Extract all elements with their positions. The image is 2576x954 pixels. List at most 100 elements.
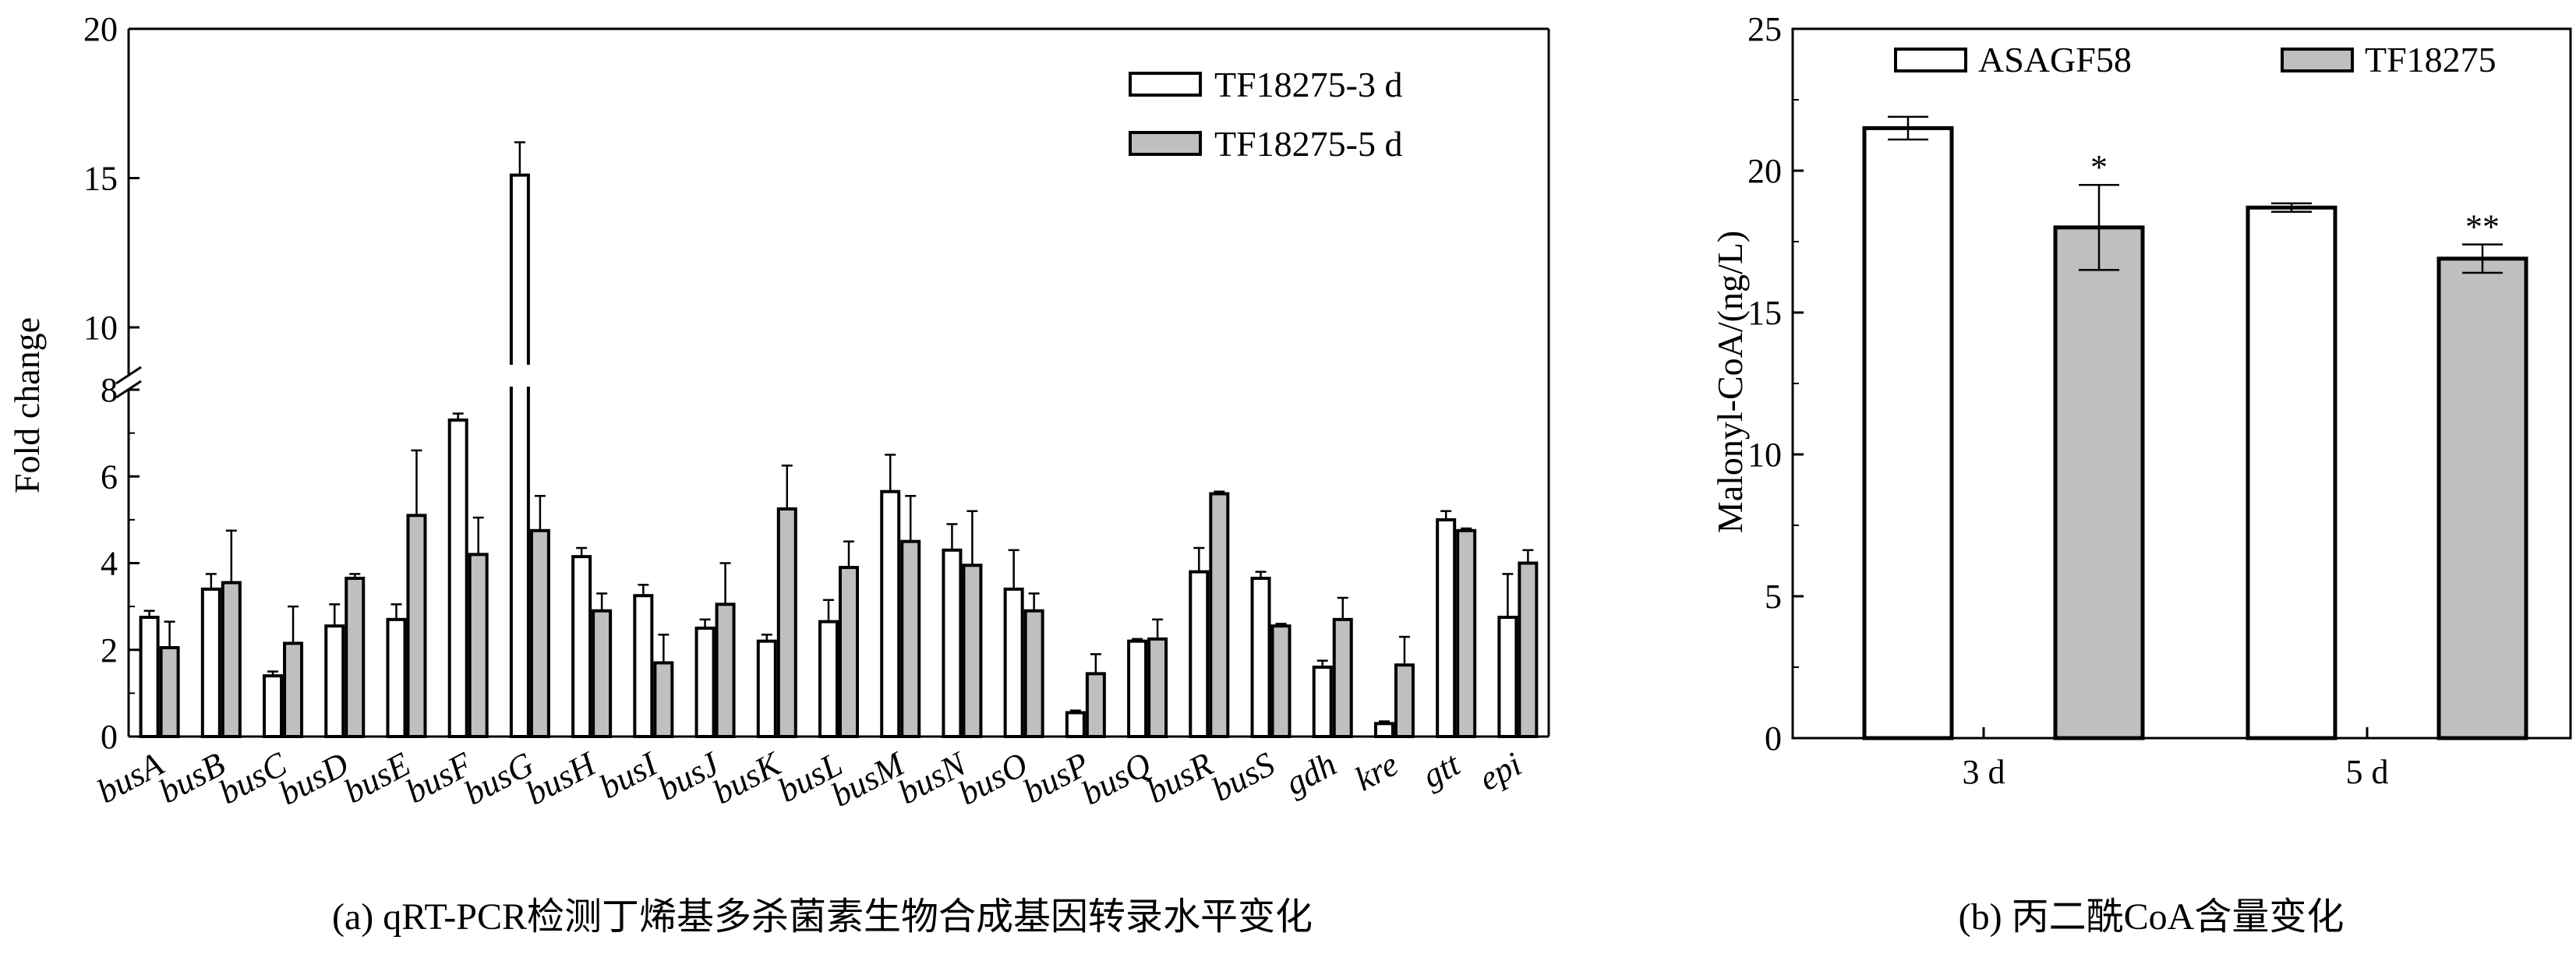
legend-swatch-s0 bbox=[1894, 48, 1967, 72]
y-tick-label-6: 6 bbox=[101, 458, 118, 496]
y-tick-label-10: 10 bbox=[1747, 436, 1782, 474]
panel-a-bars bbox=[113, 141, 1564, 739]
bar-busM-s0 bbox=[880, 489, 901, 738]
panel-a: 0 2 4 6 8 10 15 20 busAbusBbusCbusDbusEbusFbusG… bbox=[7, 10, 1564, 938]
bar-busG-s0 bbox=[509, 173, 530, 739]
category-label-gdh: gdh bbox=[1279, 745, 1342, 803]
bar-busA-s0 bbox=[139, 616, 160, 738]
bar-busD-s1 bbox=[345, 576, 366, 738]
y-tick-label-15: 15 bbox=[1747, 294, 1782, 332]
bar-gtt-s1 bbox=[1456, 528, 1477, 738]
axis-break-mark-1 bbox=[115, 366, 142, 385]
bar-busI-s1 bbox=[653, 661, 674, 738]
bar-busB-s1 bbox=[221, 581, 242, 738]
bar-busS-s1 bbox=[1270, 624, 1292, 738]
bar-gdh-s1 bbox=[1332, 617, 1353, 738]
panel-a-caption: (a) qRT-PCR检测丁烯基多杀菌素生物合成基因转录水平变化 bbox=[332, 896, 1313, 938]
bar-busH-s1 bbox=[592, 609, 613, 738]
bar-busO-s0 bbox=[1003, 587, 1024, 738]
category-label-3 d: 3 d bbox=[1963, 753, 2005, 791]
break-region bbox=[113, 328, 1564, 389]
bar-busA-s1 bbox=[159, 645, 180, 738]
panel-b-bars: *** bbox=[1862, 115, 2528, 740]
bar-busG-s1 bbox=[529, 528, 550, 738]
bar-5 d-s0 bbox=[2246, 205, 2337, 740]
bar-gtt-s0 bbox=[1436, 518, 1457, 738]
y-tick-label-10: 10 bbox=[83, 309, 118, 347]
y-tick-label-25: 25 bbox=[1747, 10, 1782, 48]
bar-busR-s0 bbox=[1189, 570, 1210, 738]
bar-busK-s1 bbox=[776, 507, 797, 738]
category-label-epi: epi bbox=[1473, 745, 1528, 799]
significance-3 d: * bbox=[2090, 148, 2108, 186]
bar-busP-s0 bbox=[1065, 711, 1086, 738]
bar-3 d-s1 bbox=[2053, 225, 2145, 740]
panel-a-legend: TF18275-3 d TF18275-5 d bbox=[1129, 65, 1403, 164]
y-tick-label-20: 20 bbox=[83, 10, 118, 48]
y-tick-label-0: 0 bbox=[101, 718, 118, 756]
panel-b-y-axis-label: Malonyl-CoA/(ng/L) bbox=[1710, 231, 1750, 533]
legend-label-s1: TF18275 bbox=[2365, 40, 2496, 80]
y-tick-label-8: 8 bbox=[101, 371, 118, 409]
bar-busQ-s0 bbox=[1127, 639, 1148, 738]
bar-busR-s1 bbox=[1209, 492, 1230, 738]
panel-b-caption: (b) 丙二酰CoA含量变化 bbox=[1959, 896, 2345, 938]
bar-busB-s0 bbox=[200, 587, 221, 738]
category-label-busS: busS bbox=[1206, 745, 1281, 809]
bar-3 d-s0 bbox=[1862, 125, 1954, 740]
y-tick-label-5: 5 bbox=[1765, 578, 1782, 616]
y-tick-label-15: 15 bbox=[83, 160, 118, 198]
bar-busJ-s0 bbox=[694, 626, 716, 738]
bar-busC-s1 bbox=[283, 641, 304, 738]
bar-busE-s1 bbox=[406, 514, 427, 738]
bar-kre-s0 bbox=[1373, 722, 1394, 738]
bar-gdh-s0 bbox=[1312, 666, 1333, 738]
bar-epi-s0 bbox=[1497, 616, 1518, 738]
bar-busF-s0 bbox=[447, 418, 468, 738]
bar-gap-busG-s0 bbox=[508, 365, 531, 387]
legend-label-s0: TF18275-3 d bbox=[1214, 65, 1403, 104]
bar-busD-s0 bbox=[324, 624, 345, 738]
category-label-5 d: 5 d bbox=[2346, 753, 2389, 791]
bar-busH-s0 bbox=[571, 555, 592, 738]
bar-busM-s1 bbox=[900, 539, 921, 738]
bar-busN-s0 bbox=[942, 548, 963, 738]
category-label-busH: busH bbox=[520, 744, 603, 813]
y-tick-label-4: 4 bbox=[101, 545, 118, 583]
y-tick-label-2: 2 bbox=[101, 631, 118, 670]
panel-a-axes bbox=[115, 27, 1550, 738]
panel-a-y-ticks: 0 2 4 6 8 10 15 20 bbox=[83, 10, 140, 756]
bar-kre-s1 bbox=[1394, 663, 1415, 738]
bar-busQ-s1 bbox=[1147, 637, 1168, 738]
legend-label-s1: TF18275-5 d bbox=[1214, 124, 1403, 164]
bar-busI-s0 bbox=[633, 594, 654, 738]
y-tick-label-20: 20 bbox=[1747, 152, 1782, 190]
y-tick-label-0: 0 bbox=[1765, 719, 1782, 758]
category-label-gtt: gtt bbox=[1416, 744, 1468, 796]
category-label-kre: kre bbox=[1348, 745, 1404, 799]
bar-epi-s1 bbox=[1518, 561, 1539, 738]
legend-swatch-s1 bbox=[1129, 131, 1202, 156]
bar-busC-s0 bbox=[263, 674, 284, 738]
bar-busS-s0 bbox=[1250, 576, 1271, 738]
bar-busJ-s1 bbox=[715, 602, 736, 738]
panel-b-y-ticks: 0 5 10 15 20 25 bbox=[1747, 10, 2369, 758]
bar-busE-s0 bbox=[386, 617, 407, 738]
panel-b-category-labels: 3 d 5 d bbox=[1963, 753, 2389, 791]
bar-busN-s1 bbox=[962, 564, 983, 738]
significance-5 d: ** bbox=[2465, 208, 2500, 246]
bar-busK-s0 bbox=[756, 639, 777, 738]
panel-a-y-axis-label: Fold change bbox=[7, 317, 47, 493]
bar-busL-s0 bbox=[818, 620, 839, 738]
panel-a-category-labels: busAbusBbusCbusDbusEbusFbusGbusHbusIbusJ… bbox=[91, 744, 1528, 814]
bar-5 d-s1 bbox=[2436, 256, 2528, 740]
legend-swatch-s0 bbox=[1129, 72, 1202, 97]
bar-busO-s1 bbox=[1023, 609, 1044, 738]
bar-busP-s1 bbox=[1085, 672, 1106, 738]
bar-busL-s1 bbox=[839, 566, 859, 738]
legend-swatch-s1 bbox=[2281, 48, 2354, 72]
legend-label-s0: ASAGF58 bbox=[1978, 40, 2132, 80]
bar-busF-s1 bbox=[468, 553, 489, 738]
